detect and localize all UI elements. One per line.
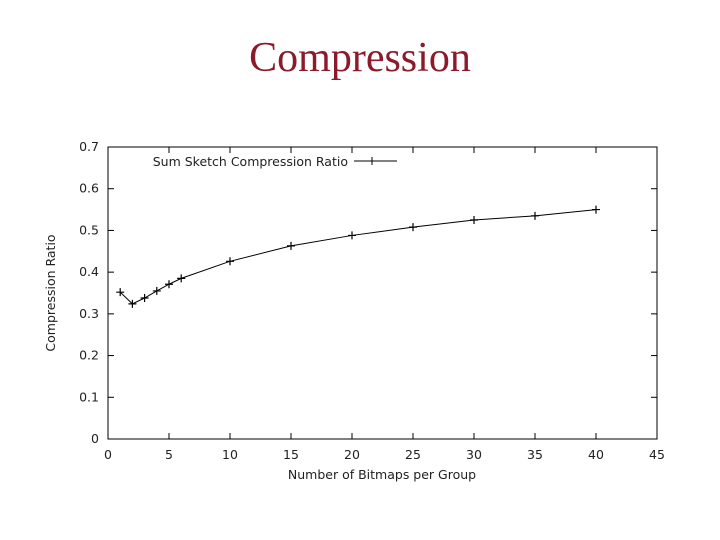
legend-marker (368, 157, 376, 165)
data-point (592, 205, 600, 214)
x-axis-label: Number of Bitmaps per Group (288, 467, 476, 482)
y-axis-label: Compression Ratio (43, 234, 58, 351)
series-line (119, 209, 597, 305)
legend-label: Sum Sketch Compression Ratio (153, 154, 348, 169)
y-tick-label: 0.4 (79, 264, 99, 279)
data-point (287, 241, 295, 250)
y-tick-label: 0.1 (79, 389, 99, 404)
data-point (116, 288, 125, 297)
x-tick-label: 10 (222, 447, 238, 462)
y-tick-label: 0 (91, 431, 99, 446)
data-point (140, 294, 149, 303)
x-tick-label: 40 (588, 447, 604, 462)
data-point (177, 274, 186, 283)
y-tick-label: 0.7 (79, 139, 99, 154)
y-tick-label: 0.5 (79, 222, 99, 237)
data-point (348, 231, 356, 240)
data-point (531, 211, 539, 220)
x-tick-label: 25 (405, 447, 421, 462)
data-point (165, 280, 173, 289)
x-tick-label: 0 (104, 447, 112, 462)
y-tick-label: 0.2 (79, 348, 99, 363)
y-tick-label: 0.6 (79, 181, 99, 196)
data-point (128, 299, 137, 308)
x-tick-label: 20 (344, 447, 360, 462)
x-tick-label: 15 (283, 447, 299, 462)
x-tick-label: 5 (165, 447, 173, 462)
x-tick-label: 45 (649, 447, 665, 462)
data-point (470, 216, 478, 224)
data-point (409, 223, 417, 232)
x-tick-label: 30 (466, 447, 482, 462)
plot-frame (107, 146, 658, 440)
data-point (152, 286, 161, 295)
y-tick-label: 0.3 (79, 306, 99, 321)
data-point (226, 257, 234, 266)
x-tick-label: 35 (527, 447, 543, 462)
slide-title: Compression (249, 35, 471, 81)
